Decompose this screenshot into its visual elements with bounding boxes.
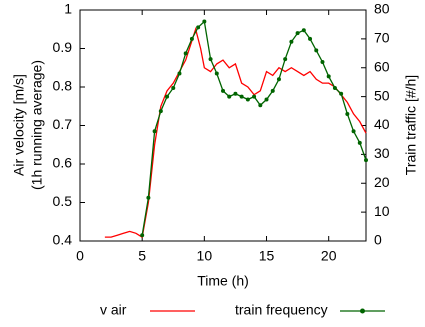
series-marker bbox=[196, 25, 201, 30]
series-marker bbox=[189, 36, 194, 41]
series-marker bbox=[165, 94, 170, 99]
y2-tick-label: 80 bbox=[374, 1, 390, 17]
series-marker bbox=[339, 91, 344, 96]
y2-tick-label: 60 bbox=[374, 58, 390, 74]
series-marker bbox=[245, 97, 250, 102]
x-tick-label: 20 bbox=[321, 248, 337, 264]
series-marker bbox=[233, 91, 238, 96]
series-marker bbox=[152, 129, 157, 134]
series-marker bbox=[239, 94, 244, 99]
y2-tick-label: 10 bbox=[374, 203, 390, 219]
series-marker bbox=[177, 71, 182, 76]
y2-tick-label: 20 bbox=[374, 174, 390, 190]
series-marker bbox=[171, 85, 176, 90]
series-marker bbox=[208, 57, 213, 62]
plot-frame bbox=[79, 9, 367, 242]
legend-label: train frequency bbox=[235, 302, 328, 318]
y-tick-label: 0.6 bbox=[53, 155, 73, 171]
y2-tick-label: 70 bbox=[374, 30, 390, 46]
series-line bbox=[104, 26, 367, 239]
series-marker bbox=[283, 57, 288, 62]
x-tick-label: 10 bbox=[197, 248, 213, 264]
x-tick-label: 5 bbox=[138, 248, 146, 264]
series-marker bbox=[146, 195, 151, 200]
series-marker bbox=[289, 39, 294, 44]
y-tick-label: 0.8 bbox=[53, 78, 73, 94]
series-marker bbox=[252, 94, 257, 99]
series-marker bbox=[357, 140, 362, 145]
series-marker bbox=[227, 94, 232, 99]
series-marker bbox=[345, 111, 350, 116]
x-tick-label: 0 bbox=[76, 248, 84, 264]
series-marker bbox=[364, 158, 368, 163]
x-tick-label: 15 bbox=[259, 248, 275, 264]
y-tick-label: 1 bbox=[64, 1, 72, 17]
y2-tick-label: 40 bbox=[374, 116, 390, 132]
series-marker bbox=[351, 129, 356, 134]
series-marker bbox=[140, 233, 145, 238]
series-line bbox=[141, 20, 367, 236]
y-tick-label: 0.9 bbox=[53, 39, 73, 55]
series-marker bbox=[214, 71, 219, 76]
series-marker bbox=[326, 74, 331, 79]
series-marker bbox=[158, 109, 163, 114]
series-marker bbox=[183, 51, 188, 56]
y-axis-label: Air velocity [m/s] bbox=[11, 74, 27, 176]
series-marker bbox=[320, 59, 325, 64]
y2-tick-label: 50 bbox=[374, 87, 390, 103]
series-marker bbox=[301, 28, 306, 33]
y-tick-label: 0.7 bbox=[53, 116, 73, 132]
y-tick-label: 0.4 bbox=[53, 232, 73, 248]
series-marker bbox=[332, 85, 337, 90]
y-axis-label: (1h running average) bbox=[29, 60, 45, 190]
series-marker bbox=[264, 97, 269, 102]
series-marker bbox=[221, 88, 225, 93]
series-marker bbox=[276, 77, 281, 82]
legend-label: v air bbox=[100, 302, 127, 318]
y2-tick-label: 0 bbox=[374, 232, 382, 248]
x-axis-label: Time (h) bbox=[197, 273, 249, 289]
y2-axis-label: Train traffic [#/h] bbox=[403, 75, 419, 175]
series-marker bbox=[270, 88, 275, 93]
series-marker bbox=[202, 19, 207, 24]
series-marker bbox=[314, 48, 319, 53]
y2-tick-label: 30 bbox=[374, 145, 390, 161]
series-marker bbox=[308, 36, 313, 41]
y-tick-label: 0.5 bbox=[53, 193, 73, 209]
series-marker bbox=[295, 31, 300, 36]
series-marker bbox=[258, 103, 263, 108]
legend-marker bbox=[360, 308, 365, 314]
